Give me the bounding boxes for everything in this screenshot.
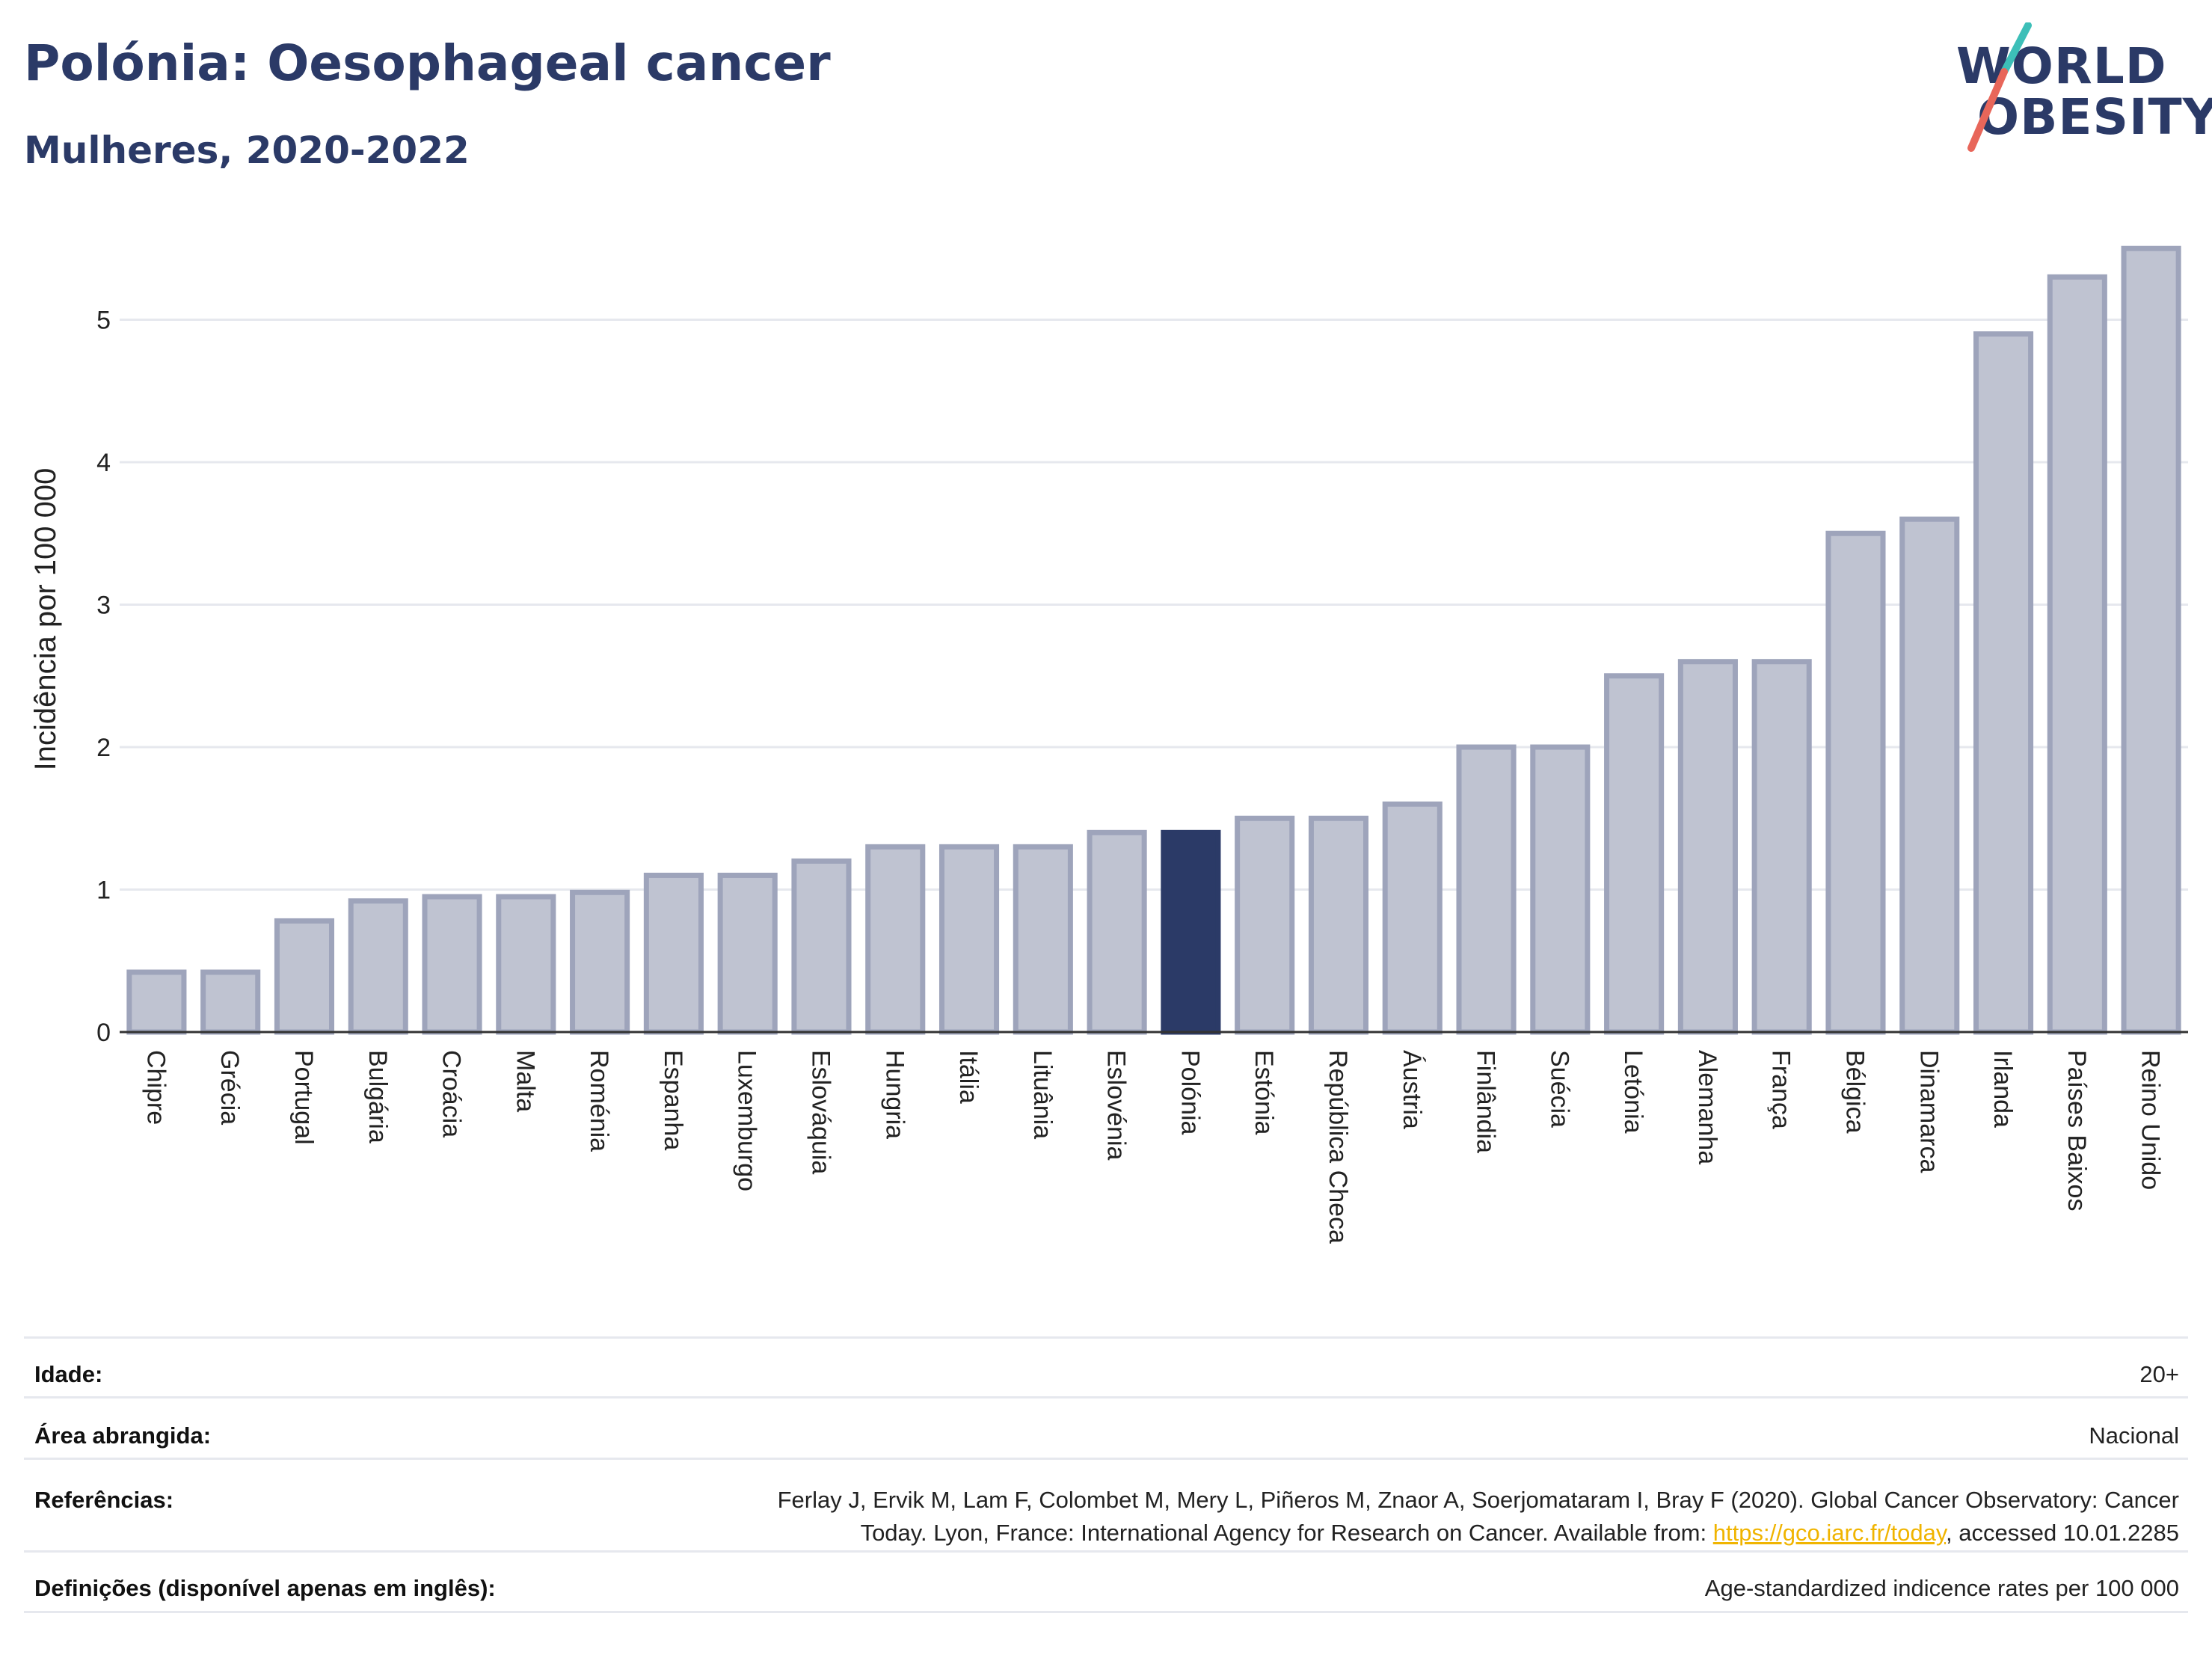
y-tick-label: 4 [96,449,111,477]
x-tick-label: Espanha [659,1050,687,1150]
bar [643,872,704,1035]
info-row-definitions: Definições (disponível apenas em inglês)… [24,1550,2188,1613]
info-table: Idade: 20+ Área abrangida: Nacional Refe… [24,1336,2188,1613]
info-row-area: Área abrangida: Nacional [24,1396,2188,1458]
bar [1456,744,1517,1035]
x-tick-label: Lituânia [1028,1050,1057,1139]
x-tick-label: França [1767,1050,1795,1129]
y-tick-label: 2 [96,734,111,762]
bar [865,844,926,1035]
info-row-age: Idade: 20+ [24,1336,2188,1396]
bar [348,898,408,1035]
page-subtitle: Mulheres, 2020-2022 [24,129,470,172]
bar [1751,659,1812,1035]
x-tick-label: Finlândia [1472,1050,1500,1153]
bar [791,858,852,1035]
definitions-label: Definições (disponível apenas em inglês)… [34,1575,496,1601]
bar-chart: 0 1 2 3 4 5 Chipre Grécia Portugal Bulgária Croáci… [29,245,2188,1244]
references-label: Referências: [34,1487,174,1513]
bar [938,844,1000,1035]
x-tick-label: Irlanda [1988,1050,2017,1128]
x-tick-label: Eslováquia [806,1050,835,1174]
y-tick-label: 0 [96,1019,111,1047]
reference-text-2: Today. Lyon, France: International Agenc… [860,1520,1713,1546]
x-tick-label: República Checa [1324,1050,1352,1244]
bar [1308,815,1369,1035]
x-tick-label: Malta [511,1050,539,1112]
bar [2047,274,2107,1035]
x-tick-label: Áustria [1398,1050,1426,1129]
bar [422,894,482,1035]
bar [274,918,335,1035]
reference-link[interactable]: https://gco.iarc.fr/today [1712,1520,1947,1546]
reference-text-3: , accessed 10.01.2285 [1946,1520,2179,1546]
x-tick-label: Estónia [1250,1050,1278,1134]
bar [2121,245,2181,1035]
x-tick-label: Chipre [141,1050,170,1125]
x-tick-label: Roménia [585,1050,613,1152]
y-tick-label: 5 [96,307,111,335]
references-value: Ferlay J, Ervik M, Lam F, Colombet M, Me… [778,1484,2179,1550]
bar [1235,815,1295,1035]
x-tick-label: Grécia [215,1050,244,1125]
y-tick-label: 1 [96,876,111,905]
x-tick-label: Portugal [289,1050,318,1145]
x-tick-label: Croácia [437,1050,466,1137]
bar [1161,829,1221,1035]
logo-slash-icon [1967,22,2032,152]
age-value: 20+ [2139,1361,2179,1387]
y-axis-title: Incidência por 100 000 [29,468,62,771]
logo-line-1: WORLD [1956,37,2167,95]
bar [1087,829,1147,1035]
logo-line-2: OBESITY [1977,88,2212,146]
x-tick-label: Dinamarca [1914,1050,1943,1173]
bar [570,889,630,1035]
bar [1604,673,1665,1035]
bar [1530,744,1591,1035]
info-row-references: Referências: Ferlay J, Ervik M, Lam F, C… [24,1458,2188,1550]
definitions-value: Age-standardized indicence rates per 100… [1704,1575,2179,1601]
x-tick-label: Reino Unido [2136,1050,2165,1190]
age-label: Idade: [34,1361,103,1387]
area-label: Área abrangida: [34,1422,212,1449]
x-tick-label: Luxemburgo [733,1050,761,1191]
bar [717,872,778,1035]
bar [126,969,187,1035]
x-tick-label: Polónia [1176,1050,1204,1135]
bar [1013,844,1073,1035]
bars [126,245,2181,1035]
bar [1973,331,2034,1035]
page-title: Polónia: Oesophageal cancer [24,34,831,92]
x-tick-label: Bulgária [363,1050,392,1143]
x-tick-label: Suécia [1545,1050,1573,1128]
area-value: Nacional [2089,1422,2179,1449]
tick-labels: 0 1 2 3 4 5 Chipre Grécia Portugal Bulgária Croáci… [29,307,2165,1244]
reference-text-1: Ferlay J, Ervik M, Lam F, Colombet M, Me… [777,1487,2179,1513]
x-tick-label: Alemanha [1693,1050,1721,1164]
world-obesity-logo: WORLD OBESITY [1944,22,2212,157]
x-tick-label: Hungria [880,1050,909,1139]
bar [1382,801,1443,1035]
x-tick-label: Itália [954,1050,983,1104]
bar [200,969,261,1035]
x-tick-label: Países Baixos [2062,1050,2091,1211]
bar [1899,516,1960,1035]
bar [1677,659,1738,1035]
x-tick-label: Letónia [1619,1050,1647,1134]
x-tick-label: Eslovénia [1102,1050,1131,1161]
y-tick-label: 3 [96,592,111,620]
x-tick-label: Bélgica [1840,1050,1869,1134]
bar [1825,530,1886,1035]
bar [496,894,556,1035]
